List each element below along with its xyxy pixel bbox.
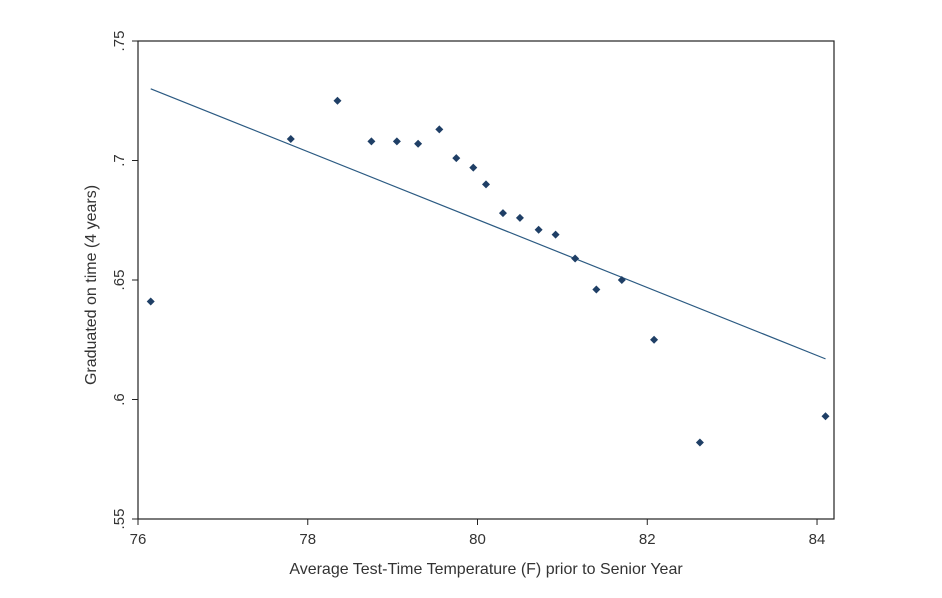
data-point bbox=[452, 154, 461, 163]
fit-line-group bbox=[150, 88, 826, 360]
data-point bbox=[695, 438, 704, 447]
x-axis: 76 78 80 82 84 bbox=[130, 519, 826, 548]
data-point bbox=[469, 163, 478, 172]
data-point bbox=[392, 137, 401, 146]
data-point bbox=[821, 412, 830, 421]
x-tick-label: 84 bbox=[809, 531, 826, 548]
data-point bbox=[286, 134, 295, 143]
data-point bbox=[617, 276, 626, 284]
y-tick-label: .65 bbox=[111, 270, 128, 291]
x-tick-label: 82 bbox=[639, 531, 656, 548]
data-point bbox=[482, 180, 490, 189]
data-point bbox=[534, 225, 543, 234]
data-point bbox=[498, 209, 507, 218]
x-axis-title: Average Test-Time Temperature (F) prior … bbox=[289, 561, 683, 578]
data-point bbox=[592, 285, 601, 294]
x-tick-label: 80 bbox=[469, 531, 486, 548]
x-tick-label: 78 bbox=[299, 531, 316, 548]
y-tick-label: .6 bbox=[111, 393, 128, 406]
data-point bbox=[435, 125, 444, 134]
data-points bbox=[146, 96, 830, 447]
fit-line bbox=[150, 88, 826, 360]
y-tick-label: .75 bbox=[111, 31, 128, 52]
y-tick-label: .7 bbox=[111, 154, 128, 167]
data-point bbox=[414, 139, 423, 148]
data-point bbox=[146, 297, 155, 306]
data-point bbox=[367, 137, 376, 146]
plot-frame bbox=[137, 40, 835, 520]
data-point bbox=[333, 96, 342, 105]
data-point bbox=[650, 335, 659, 344]
data-point bbox=[551, 230, 560, 239]
data-point bbox=[515, 213, 524, 222]
data-point bbox=[571, 254, 580, 263]
y-axis-title: Graduated on time (4 years) bbox=[83, 185, 100, 385]
x-tick-label: 76 bbox=[130, 531, 147, 548]
y-axis: .55 .6 .65 .7 .75 bbox=[111, 31, 138, 530]
y-tick-label: .55 bbox=[111, 509, 128, 530]
